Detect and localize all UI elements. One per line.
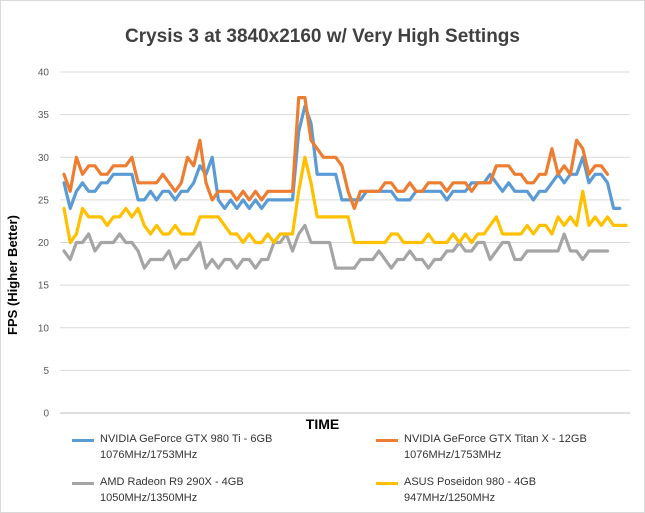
legend-entry-r9-290x: AMD Radeon R9 290X - 4GB 1050MHz/1350MHz <box>72 474 244 506</box>
series-line-3 <box>62 155 628 245</box>
legend-swatch <box>376 439 398 442</box>
y-tick-label: 35 <box>38 110 50 121</box>
y-tick-label: 0 <box>43 409 49 420</box>
series-line-2 <box>62 223 610 270</box>
y-tick-label: 5 <box>43 366 49 377</box>
y-tick-label: 10 <box>38 323 50 334</box>
legend-swatch <box>72 482 94 485</box>
legend-swatch <box>72 439 94 442</box>
x-axis-label: TIME <box>305 416 340 432</box>
chart-title: Crysis 3 at 3840x2160 w/ Very High Setti… <box>125 26 520 47</box>
legend-entry-gtx-980-ti: NVIDIA GeForce GTX 980 Ti - 6GB 1076MHz/… <box>72 431 272 463</box>
series-lines <box>62 95 628 270</box>
legend-label: NVIDIA GeForce GTX Titan X - 12GB 1076MH… <box>404 433 587 461</box>
series-line-0 <box>62 104 622 210</box>
y-tick-label: 15 <box>38 281 50 292</box>
gridlines <box>60 71 630 414</box>
y-tick-label: 40 <box>38 68 50 79</box>
y-tick-labels: 0 5 10 15 20 25 30 35 40 <box>38 68 50 420</box>
legend-entry-titan-x: NVIDIA GeForce GTX Titan X - 12GB 1076MH… <box>376 431 587 463</box>
y-axis-label: FPS (Higher Better) <box>5 215 20 335</box>
legend-label: AMD Radeon R9 290X - 4GB 1050MHz/1350MHz <box>100 476 244 504</box>
y-tick-label: 20 <box>38 238 50 249</box>
series-line-1 <box>62 95 610 210</box>
y-tick-label: 25 <box>38 195 50 206</box>
legend-label: NVIDIA GeForce GTX 980 Ti - 6GB 1076MHz/… <box>100 433 273 461</box>
y-tick-label: 30 <box>38 153 50 164</box>
legend-swatch <box>376 482 398 485</box>
legend-label: ASUS Poseidon 980 - 4GB 947MHz/1250MHz <box>404 476 537 504</box>
legend-entry-poseidon-980: ASUS Poseidon 980 - 4GB 947MHz/1250MHz <box>376 474 536 506</box>
